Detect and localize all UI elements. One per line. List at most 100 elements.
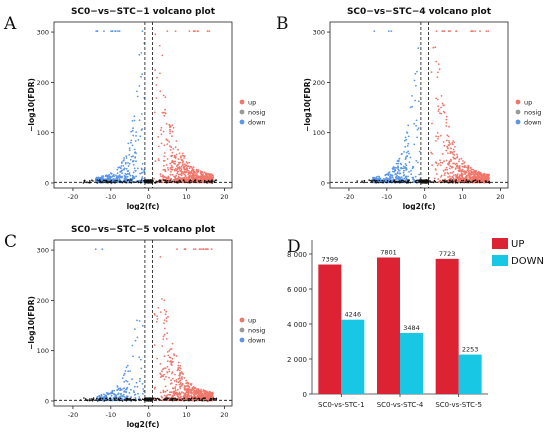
point-down: [115, 177, 118, 180]
point-up: [437, 63, 440, 65]
point-down: [410, 169, 412, 172]
point-up: [437, 110, 440, 112]
point-up: [163, 144, 166, 147]
point-nosig: [95, 397, 98, 400]
point-down: [378, 177, 381, 180]
point-nosig: [169, 398, 171, 400]
point-up: [166, 351, 169, 353]
point-down: [116, 172, 119, 175]
point-down: [119, 389, 121, 392]
point-down: [128, 383, 131, 385]
x-axis-label: log2(fc): [127, 202, 160, 210]
point-down: [375, 176, 378, 178]
point-up: [154, 386, 157, 389]
point-nosig: [461, 179, 463, 182]
point-up: [180, 377, 183, 379]
point-up: [447, 172, 450, 175]
point-up: [202, 394, 205, 396]
bar-up: [435, 258, 459, 394]
point-nosig: [419, 179, 422, 182]
point-down: [389, 175, 392, 178]
point-down: [133, 176, 136, 179]
point-up: [175, 174, 178, 177]
point-down: [388, 30, 390, 32]
point-nosig: [121, 400, 124, 402]
point-up: [156, 357, 159, 360]
point-down: [120, 165, 123, 167]
point-down: [389, 177, 392, 180]
point-up: [458, 170, 461, 173]
point-up: [175, 380, 178, 383]
point-up: [180, 174, 183, 177]
point-up: [185, 382, 188, 385]
point-up: [166, 360, 169, 363]
point-up: [174, 373, 176, 376]
point-down: [389, 173, 392, 176]
point-up: [171, 124, 174, 126]
point-nosig: [91, 398, 94, 401]
point-up: [162, 159, 165, 162]
point-down: [123, 157, 125, 159]
point-down: [394, 168, 396, 171]
point-up: [178, 176, 181, 179]
point-nosig: [154, 397, 157, 400]
point-down: [408, 152, 410, 155]
point-up: [484, 176, 486, 178]
point-nosig: [199, 179, 202, 182]
point-up: [172, 126, 175, 129]
point-up: [173, 154, 176, 157]
point-down: [117, 30, 119, 32]
point-up: [180, 165, 183, 168]
point-nosig: [190, 397, 193, 399]
point-up: [448, 167, 451, 170]
point-down: [107, 177, 109, 180]
point-up: [179, 155, 182, 158]
point-up: [188, 390, 190, 393]
point-nosig: [189, 398, 192, 401]
point-nosig: [207, 180, 209, 183]
point-up: [449, 152, 452, 155]
point-up: [165, 310, 168, 313]
point-nosig: [148, 398, 150, 401]
point-up: [169, 124, 171, 127]
point-up: [443, 144, 446, 147]
point-up: [194, 248, 197, 250]
point-down: [116, 168, 119, 171]
point-up: [192, 30, 195, 32]
point-nosig: [398, 180, 401, 182]
point-up: [185, 171, 188, 174]
point-up: [450, 147, 452, 150]
point-nosig: [84, 398, 87, 400]
point-up: [165, 320, 168, 322]
point-up: [453, 162, 455, 165]
point-nosig: [462, 179, 465, 182]
point-up: [436, 98, 439, 101]
point-up: [190, 171, 193, 174]
point-up: [191, 167, 194, 170]
point-up: [445, 121, 448, 124]
point-up: [157, 136, 160, 138]
point-up: [488, 173, 490, 176]
point-up: [439, 179, 442, 182]
point-nosig: [207, 179, 210, 182]
point-down: [404, 136, 407, 139]
point-up: [472, 173, 475, 176]
point-down: [105, 392, 108, 394]
point-nosig: [188, 180, 191, 182]
plot-frame: [53, 239, 233, 407]
point-up: [189, 390, 192, 392]
point-up: [451, 172, 453, 174]
point-down: [394, 173, 397, 176]
point-down: [129, 158, 132, 161]
point-up: [459, 165, 461, 167]
point-down: [126, 173, 129, 175]
point-up: [446, 139, 448, 142]
point-nosig: [363, 181, 366, 183]
point-up: [176, 369, 179, 372]
point-nosig: [422, 180, 424, 182]
point-nosig: [204, 179, 206, 182]
point-up: [445, 115, 448, 118]
point-down: [122, 393, 125, 396]
point-up: [461, 165, 464, 168]
point-up: [476, 173, 479, 176]
